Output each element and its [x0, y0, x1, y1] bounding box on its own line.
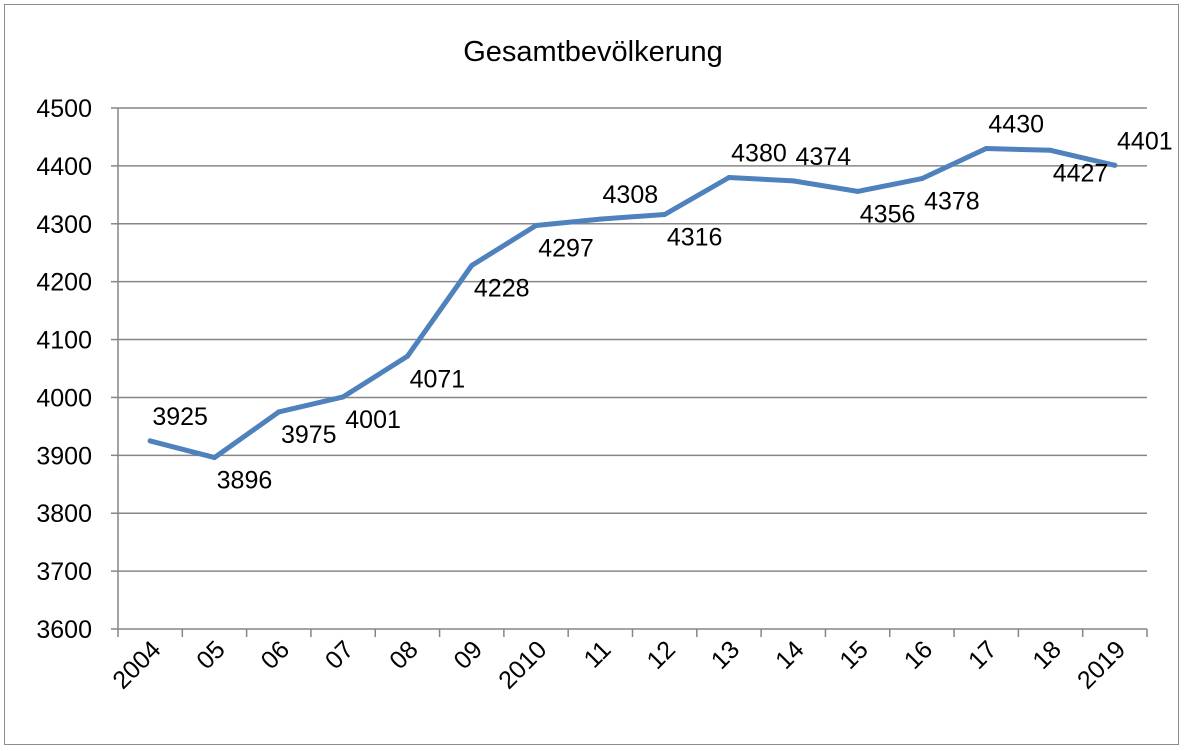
data-label: 3975 — [281, 421, 337, 449]
data-point — [1048, 147, 1054, 153]
data-point — [404, 353, 410, 359]
x-tick-label: 2004 — [107, 635, 166, 694]
x-tick-label: 06 — [256, 635, 295, 674]
axes — [111, 107, 1148, 637]
data-label: 4228 — [474, 274, 530, 302]
x-tick-label: 13 — [706, 635, 745, 674]
x-tick-label: 09 — [448, 635, 487, 674]
data-label: 3896 — [217, 467, 273, 495]
x-tick-label: 15 — [834, 635, 873, 674]
x-tick-label: 16 — [899, 635, 938, 674]
y-tick-label: 4000 — [36, 384, 92, 412]
series-line — [147, 146, 1118, 461]
data-label: 4001 — [345, 406, 401, 434]
x-tick-label: 11 — [578, 635, 616, 673]
x-tick-label: 18 — [1027, 635, 1066, 674]
data-point — [533, 223, 539, 229]
chart-frame — [4, 4, 1179, 745]
x-tick-label: 2019 — [1072, 635, 1131, 694]
data-point — [1112, 162, 1118, 168]
data-point — [662, 212, 668, 218]
data-label: 4071 — [410, 365, 466, 393]
x-tick-label: 2010 — [493, 635, 552, 694]
data-point — [919, 176, 925, 182]
data-label: 4374 — [795, 143, 851, 171]
y-tick-label: 4400 — [36, 153, 92, 181]
data-point — [597, 216, 603, 222]
x-tick-labels: 2004 05 06 07 08 09 2010 11 12 13 14 15 16 17 18 2019 — [107, 635, 1131, 694]
x-tick-label: 08 — [384, 635, 423, 674]
data-point — [211, 455, 217, 461]
gridlines — [118, 107, 1147, 572]
data-point — [276, 409, 282, 415]
data-point — [726, 174, 732, 180]
x-tick-label: 17 — [963, 635, 1002, 674]
data-label: 4308 — [603, 181, 659, 209]
x-tick-label: 07 — [320, 635, 359, 674]
data-labels: 3925 3896 3975 4001 4071 4228 4297 4308 4316 4380… — [152, 111, 1172, 495]
data-label: 4401 — [1117, 127, 1173, 155]
y-tick-label: 4300 — [36, 211, 92, 239]
data-point — [790, 178, 796, 184]
data-point — [983, 146, 989, 152]
data-label: 4297 — [538, 235, 594, 263]
y-tick-label: 3900 — [36, 442, 92, 470]
data-label: 4316 — [667, 224, 723, 252]
y-tick-label: 3700 — [36, 558, 92, 586]
chart-title: Gesamtbevölkerung — [463, 36, 723, 68]
y-tick-labels: 3600 3700 3800 3900 4000 4100 4200 4300 4400 4500 — [36, 95, 92, 644]
data-point — [340, 394, 346, 400]
series — [147, 146, 1118, 461]
x-tick-label: 12 — [641, 635, 680, 674]
data-label: 4430 — [988, 111, 1044, 139]
y-tick-label: 4200 — [36, 269, 92, 297]
data-label: 4380 — [731, 139, 787, 167]
x-tick-label: 05 — [191, 635, 230, 674]
y-tick-label: 4500 — [36, 95, 92, 123]
y-tick-label: 3800 — [36, 500, 92, 528]
y-tick-label: 3600 — [36, 616, 92, 644]
data-label: 3925 — [152, 403, 208, 431]
data-label: 4356 — [860, 200, 916, 228]
data-point — [147, 438, 153, 444]
x-tick-label: 14 — [770, 635, 810, 675]
y-tick-label: 4100 — [36, 327, 92, 355]
data-label: 4378 — [924, 188, 980, 216]
data-point — [469, 262, 475, 268]
data-label: 4427 — [1053, 159, 1109, 187]
data-point — [855, 188, 861, 194]
